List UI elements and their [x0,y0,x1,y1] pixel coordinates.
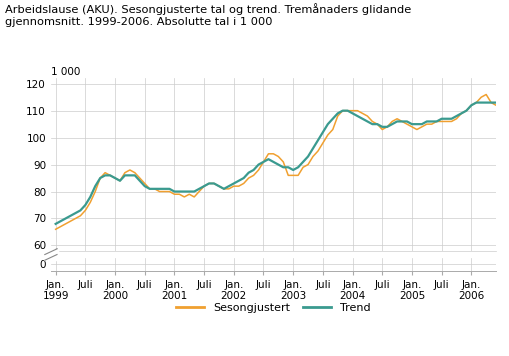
Text: 1 000: 1 000 [51,67,80,77]
Legend: Sesongjustert, Trend: Sesongjustert, Trend [172,298,375,317]
Text: Arbeidslause (AKU). Sesongjusterte tal og trend. Tremånaders glidande
gjennomsni: Arbeidslause (AKU). Sesongjusterte tal o… [5,4,411,27]
